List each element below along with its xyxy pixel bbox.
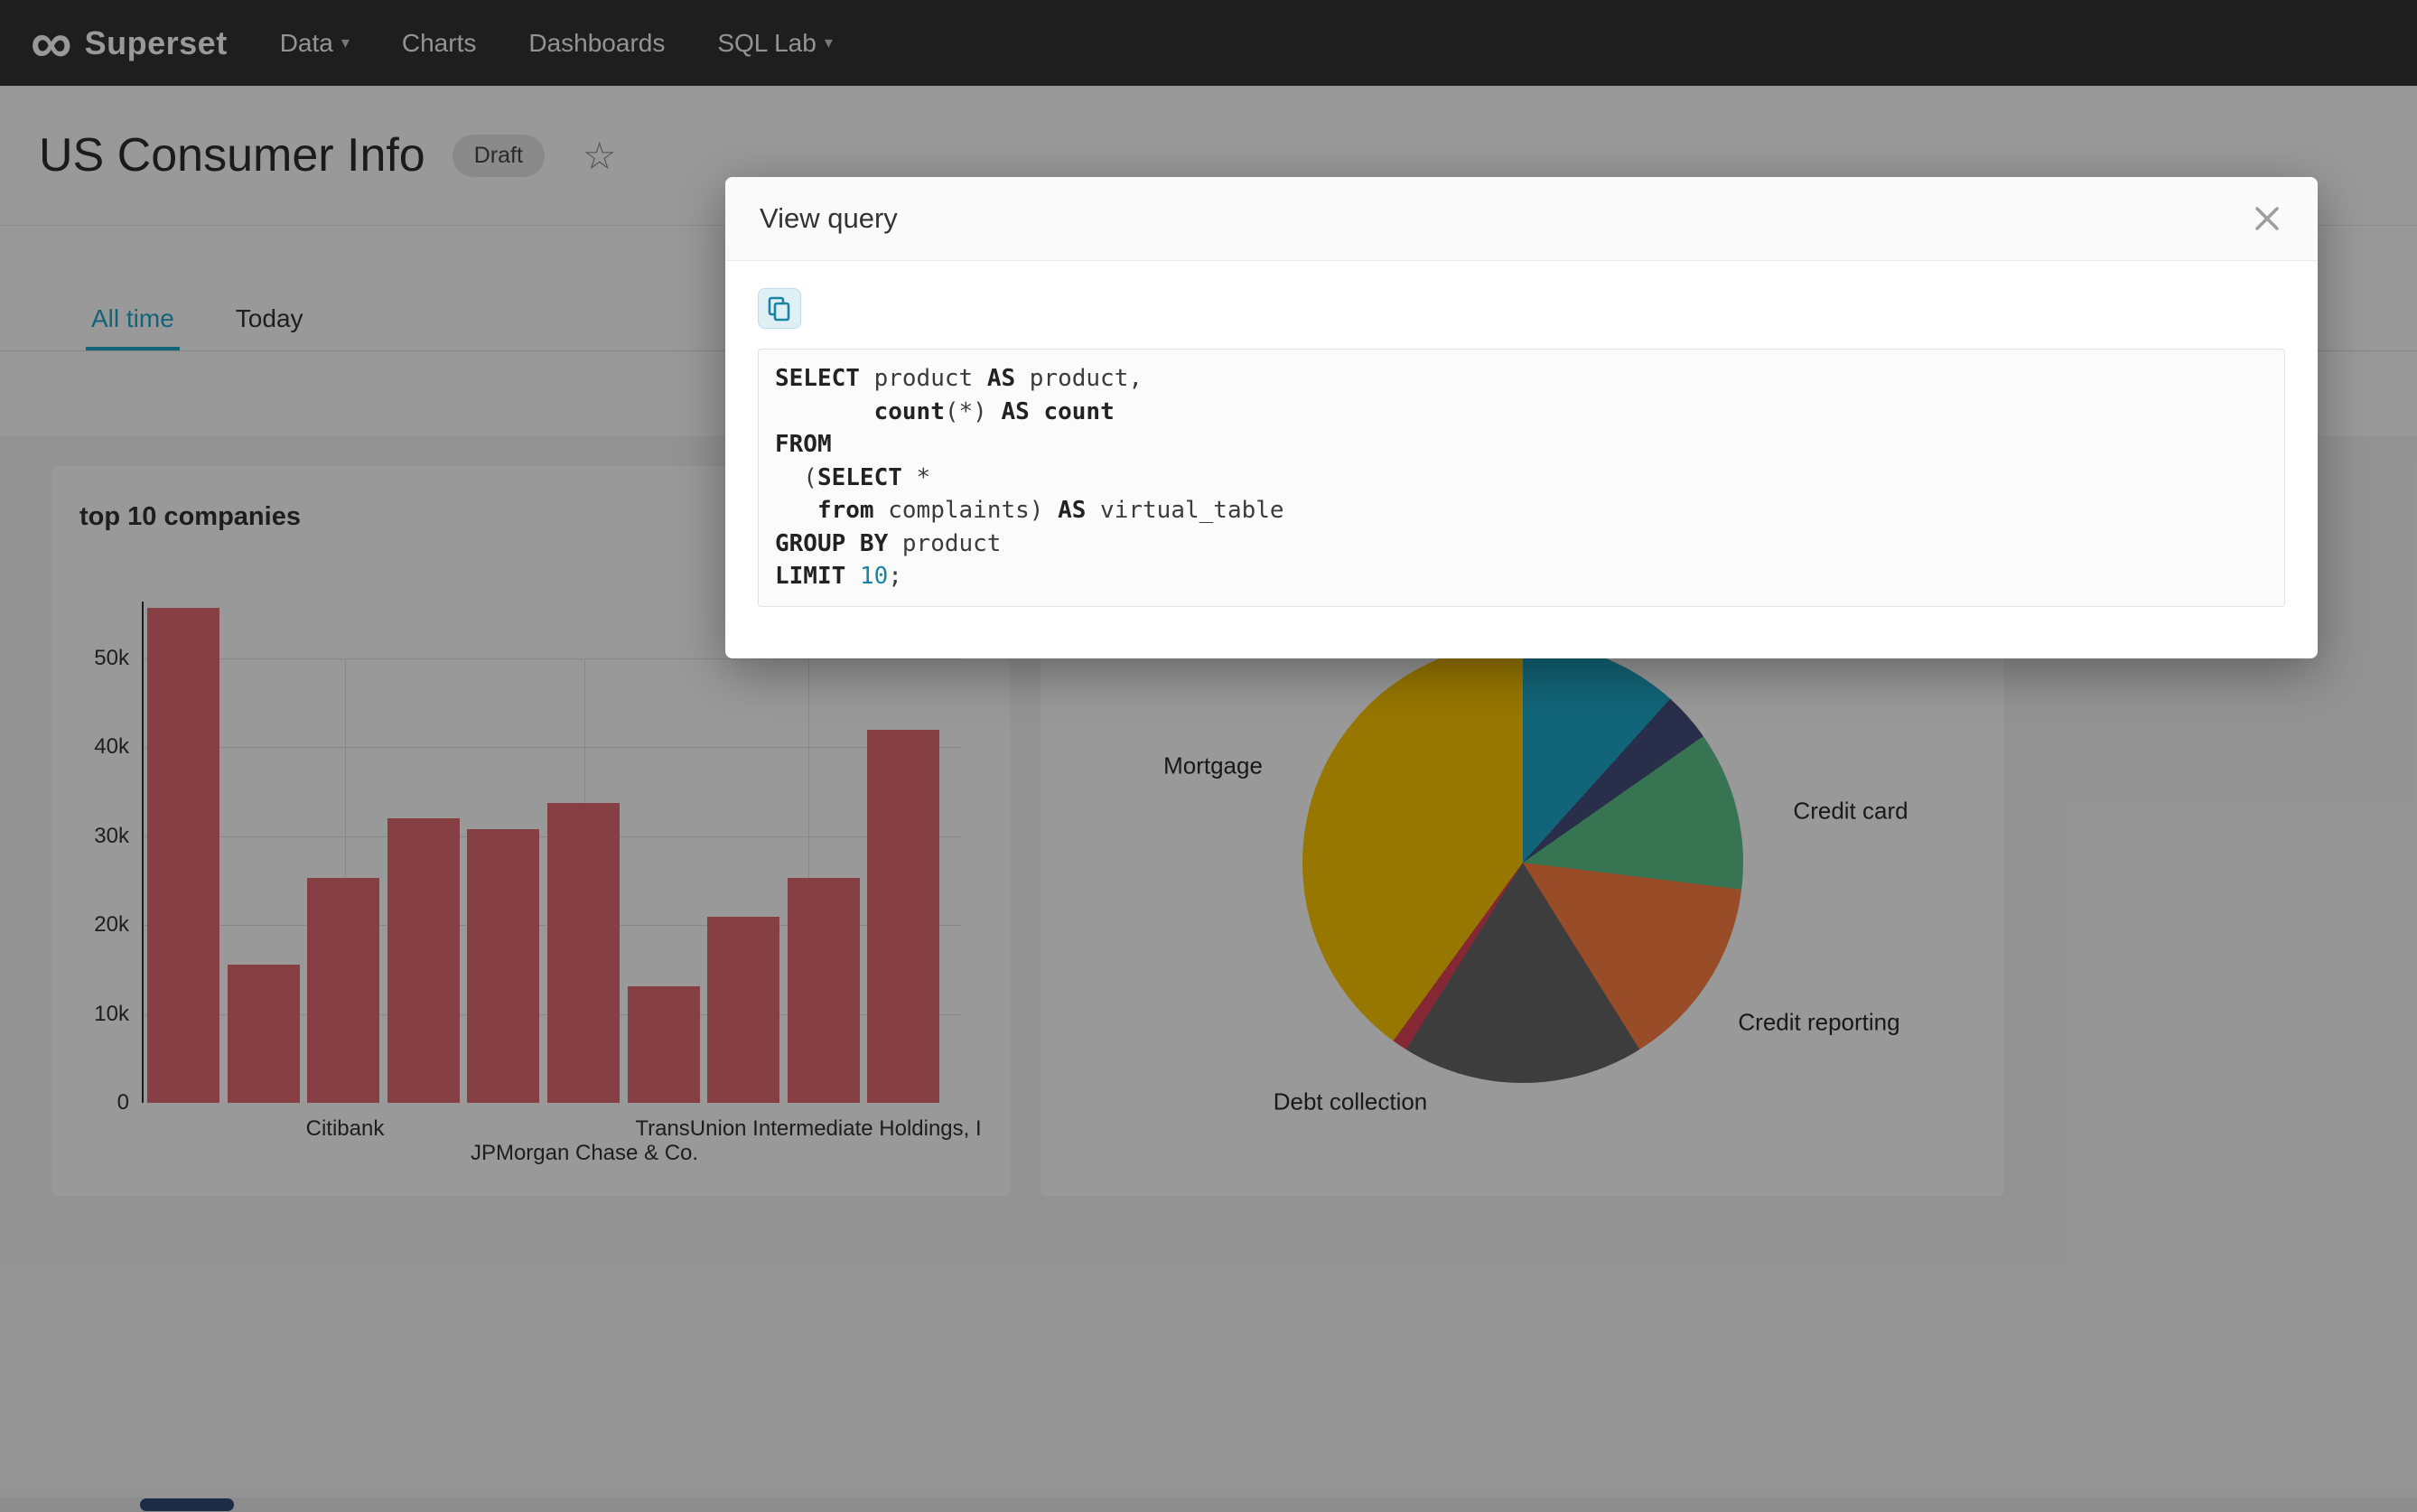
favorite-star-icon[interactable]: ☆ [582,134,617,177]
sql-line: GROUP BY product [775,529,1002,557]
nav-item-label: Dashboards [528,28,666,57]
brand-name[interactable]: Superset [84,23,228,61]
bar [627,986,700,1103]
pie-slice-label: Mortgage [1163,751,1263,779]
bar [787,878,860,1103]
sql-line: (SELECT * [775,463,931,491]
pie-slice-label: Credit reporting [1738,1008,1900,1036]
bar [227,965,300,1103]
close-icon[interactable] [2251,202,2283,235]
gridline [142,747,962,749]
superset-logo-icon[interactable]: ∞ [31,9,72,75]
gridline [142,658,962,659]
y-axis-label: 20k [94,912,129,938]
bar [307,878,380,1103]
modal-header: View query [725,177,2318,261]
tab-all-time[interactable]: All time [86,304,180,350]
navbar: ∞ Superset Data ▾ Charts Dashboards SQL … [0,0,2417,86]
y-axis-label: 40k [94,734,129,760]
sql-line: LIMIT 10; [775,563,902,590]
sql-line: FROM [775,431,832,458]
horizontal-scrollbar-thumb[interactable] [140,1498,234,1511]
nav-item-label: Charts [401,28,477,57]
nav-item-data[interactable]: Data ▾ [280,29,350,58]
pie-slice-label: Debt collection [1273,1087,1428,1115]
bar [467,828,540,1103]
nav-menu: Data ▾ Charts Dashboards SQL Lab ▾ [280,29,833,58]
copy-query-button[interactable] [758,288,801,329]
bar [867,729,940,1103]
draft-status-badge: Draft [452,134,545,177]
y-axis-label: 0 [117,1090,129,1115]
view-query-modal: View query SELECT product AS product, co… [725,177,2318,658]
bar-chart-title: top 10 companies [79,502,301,531]
nav-item-charts[interactable]: Charts [402,29,476,58]
bar [547,803,620,1103]
pie-chart[interactable] [1302,642,1743,1083]
y-axis-label: 30k [94,823,129,848]
tab-today[interactable]: Today [235,304,303,332]
nav-item-dashboards[interactable]: Dashboards [528,29,665,58]
bar [707,917,780,1103]
horizontal-scrollbar-track[interactable] [0,1498,2417,1512]
modal-body: SELECT product AS product, count(*) AS c… [725,261,2318,634]
nav-item-sql-lab[interactable]: SQL Lab ▾ [717,29,833,58]
bar [147,607,219,1103]
nav-item-label: Data [279,28,333,57]
bar-chart-plot[interactable]: 0 10k 20k 30k 40k 50k Citibank JPMorgan Chase &… [51,466,1010,1196]
page-title: US Consumer Info [39,129,425,182]
x-axis-label: Citibank [305,1116,385,1141]
modal-title: View query [760,202,898,234]
sql-line: from complaints) AS virtual_table [817,497,1284,524]
x-axis-label: JPMorgan Chase & Co. [470,1141,699,1165]
caret-down-icon: ▾ [824,33,833,51]
copy-icon [767,295,792,322]
pie-slice-label: Credit card [1793,797,1908,825]
y-axis-line [142,602,144,1103]
caret-down-icon: ▾ [341,33,350,51]
nav-item-label: SQL Lab [717,28,817,57]
bar [387,818,460,1103]
x-axis-label: TransUnion Intermediate Holdings, I [635,1116,982,1141]
y-axis-label: 10k [94,1001,129,1026]
y-axis-label: 50k [94,646,129,670]
sql-line: count(*) AS count [873,397,1115,425]
sql-code-block: SELECT product AS product, count(*) AS c… [758,349,2285,607]
sql-line: SELECT product AS product, [775,365,1143,392]
